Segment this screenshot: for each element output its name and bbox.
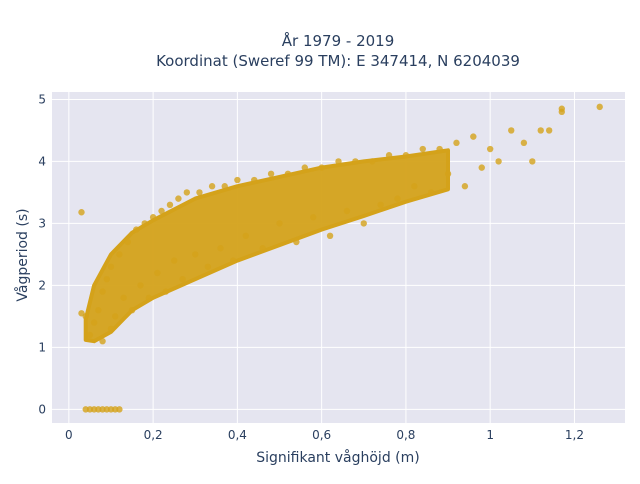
scatter-point <box>419 145 426 153</box>
x-tick-label: 0,8 <box>396 428 415 442</box>
scatter-point <box>162 288 169 295</box>
scatter-point <box>352 158 359 165</box>
scatter-point <box>545 127 553 134</box>
scatter-point <box>183 189 191 196</box>
scatter-point <box>137 282 144 289</box>
scatter-point <box>229 257 237 264</box>
x-tick-label: 1,2 <box>565 428 584 442</box>
x-tick-label: 1 <box>486 428 494 442</box>
scatter-point <box>145 294 153 301</box>
scatter-point <box>242 232 250 240</box>
scatter-point <box>78 310 85 317</box>
scatter-point <box>86 331 94 339</box>
scatter-point <box>596 103 603 111</box>
scatter-point <box>196 189 203 196</box>
scatter-point <box>360 220 367 227</box>
scatter-point <box>166 201 174 209</box>
y-tick-label: 0 <box>38 402 46 416</box>
scatter-point <box>284 170 292 178</box>
scatter-point <box>470 133 477 140</box>
scatter-point <box>558 105 566 112</box>
scatter-point <box>251 176 258 184</box>
scatter-point <box>301 164 308 171</box>
chart-title-line2: Koordinat (Sweref 99 TM): E 347414, N 62… <box>156 52 520 70</box>
scatter-point <box>204 263 212 270</box>
scatter-point <box>116 251 123 258</box>
scatter-point <box>179 275 186 283</box>
scatter-point <box>107 325 115 332</box>
scatter-point <box>103 275 110 283</box>
scatter-point <box>478 164 485 171</box>
scatter-point <box>385 152 393 159</box>
scatter-point <box>95 306 102 314</box>
scatter-point <box>377 201 384 209</box>
scatter-point <box>369 158 376 165</box>
scatter-point <box>335 158 342 165</box>
y-tick-label: 4 <box>38 154 46 168</box>
scatter-point <box>402 152 410 159</box>
scatter-point <box>495 158 502 165</box>
scatter-point <box>133 226 140 233</box>
scatter-point <box>111 313 119 320</box>
x-tick-label: 0,4 <box>228 428 247 442</box>
x-tick-label: 0,6 <box>312 428 331 442</box>
scatter-point <box>318 164 325 171</box>
y-tick-label: 5 <box>38 92 46 106</box>
y-tick-label: 2 <box>38 278 46 292</box>
scatter-point <box>427 189 435 196</box>
chart-title-line1: År 1979 - 2019 <box>282 31 395 50</box>
scatter-point <box>78 209 85 216</box>
scatter-point <box>99 288 106 295</box>
scatter-point <box>149 214 157 221</box>
x-tick-label: 0,2 <box>144 428 163 442</box>
scatter-point <box>326 232 334 240</box>
scatter-point <box>508 127 515 134</box>
x-axis-label: Signifikant våghöjd (m) <box>256 449 419 466</box>
scatter-point <box>411 183 418 190</box>
scatter-point <box>234 176 241 184</box>
scatter-point <box>116 406 123 413</box>
y-axis-ticks: 0 1 2 3 4 5 <box>38 92 46 416</box>
scatter-point <box>537 127 544 134</box>
scatter-point <box>486 145 494 153</box>
scatter-point <box>158 207 165 215</box>
scatter-point <box>436 145 443 153</box>
scatter-point <box>444 170 452 178</box>
scatter-point <box>221 183 228 190</box>
y-tick-label: 3 <box>38 216 46 230</box>
scatter-point <box>99 337 106 345</box>
scatter-point <box>461 183 469 190</box>
scatter-point <box>170 257 178 264</box>
scatter-point <box>310 214 317 221</box>
scatter-point <box>120 294 127 301</box>
scatter-point <box>529 158 536 165</box>
scatter-point <box>276 220 283 227</box>
scatter-point <box>394 195 401 202</box>
scatter-point <box>208 183 216 190</box>
scatter-point <box>175 195 182 202</box>
scatter-point <box>124 238 132 246</box>
scatter-point <box>453 139 460 147</box>
scatter-point <box>90 319 98 326</box>
scatter-point <box>293 238 300 246</box>
y-axis-label: Vågperiod (s) <box>14 208 31 301</box>
scatter-point <box>520 139 528 147</box>
scatter-point <box>267 170 275 178</box>
y-tick-label: 1 <box>38 340 46 354</box>
scatter-point <box>259 245 266 252</box>
scatter-point <box>217 245 224 252</box>
scatter-point <box>192 251 199 258</box>
x-tick-label: 0 <box>65 428 73 442</box>
x-axis-ticks: 0 0,2 0,4 0,6 0,8 1 1,2 <box>65 428 584 442</box>
scatter-point <box>154 269 161 277</box>
scatter-point <box>128 306 136 314</box>
scatter-point <box>107 263 115 270</box>
scatter-point <box>343 207 351 215</box>
scatter-points <box>78 103 603 413</box>
scatter-point <box>141 220 148 227</box>
